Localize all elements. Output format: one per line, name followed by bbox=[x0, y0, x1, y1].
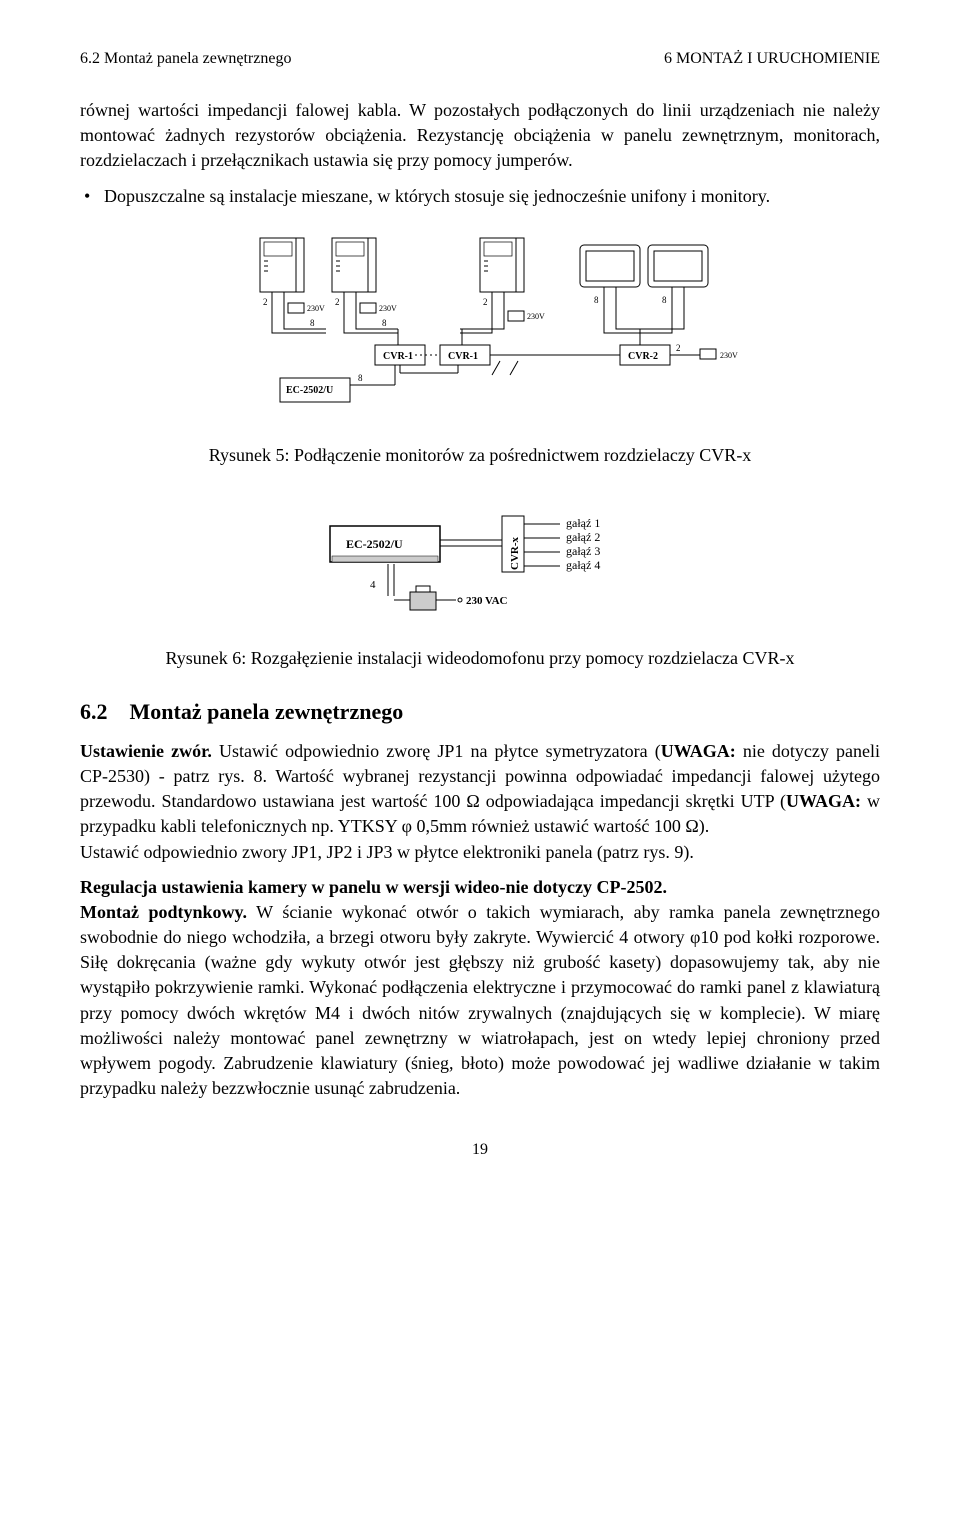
svg-text:gałąź 4: gałąź 4 bbox=[566, 558, 600, 572]
svg-text:8: 8 bbox=[382, 318, 387, 328]
section-6-2-para-1: Ustawienie zwór. Ustawić odpowiednio zwo… bbox=[80, 739, 880, 865]
section-number: 6.2 bbox=[80, 699, 108, 724]
svg-text:2: 2 bbox=[335, 297, 340, 307]
svg-text:4: 4 bbox=[370, 579, 376, 591]
figure-6: EC-2502/U CVR-x gałąź 1 gałąź 2 gałąź 3 … bbox=[80, 496, 880, 636]
figure-5: 2 230V 8 2 230V bbox=[80, 233, 880, 433]
para1-bold-lead: Ustawienie zwór. bbox=[80, 741, 212, 761]
svg-text:230 VAC: 230 VAC bbox=[466, 595, 508, 607]
svg-text:8: 8 bbox=[594, 295, 599, 305]
svg-text:230V: 230V bbox=[307, 304, 325, 313]
para1-d: Ustawić odpowiednio zwory JP1, JP2 i JP3… bbox=[80, 842, 694, 862]
svg-text:EC-2502/U: EC-2502/U bbox=[286, 385, 333, 396]
svg-text:230V: 230V bbox=[527, 312, 545, 321]
svg-text:230V: 230V bbox=[720, 351, 738, 360]
header-left: 6.2 Montaż panela zewnętrznego bbox=[80, 50, 291, 68]
para2-bold2: Montaż podtynkowy. bbox=[80, 902, 247, 922]
figure-6-caption: Rysunek 6: Rozgałęzienie instalacji wide… bbox=[80, 648, 880, 669]
svg-text:CVR-2: CVR-2 bbox=[628, 351, 658, 362]
svg-text:EC-2502/U: EC-2502/U bbox=[346, 537, 403, 551]
section-6-2-para-2: Regulacja ustawienia kamery w panelu w w… bbox=[80, 875, 880, 1102]
header-right: 6 MONTAŻ I URUCHOMIENIE bbox=[664, 50, 880, 68]
svg-text:gałąź 3: gałąź 3 bbox=[566, 544, 600, 558]
para1-a: Ustawić odpowiednio zworę JP1 na płytce … bbox=[212, 741, 661, 761]
section-6-2-heading: 6.2 Montaż panela zewnętrznego bbox=[80, 699, 880, 725]
para1-uwaga2: UWAGA: bbox=[786, 791, 861, 811]
svg-text:CVR-x: CVR-x bbox=[509, 536, 521, 569]
page-number: 19 bbox=[80, 1141, 880, 1159]
figure-5-svg: 2 230V 8 2 230V bbox=[200, 233, 760, 433]
para2-a: W ścianie wykonać otwór o takich wymiara… bbox=[80, 902, 880, 1098]
svg-text:8: 8 bbox=[662, 295, 667, 305]
svg-text:gałąź 2: gałąź 2 bbox=[566, 530, 600, 544]
figure-5-caption: Rysunek 5: Podłączenie monitorów za pośr… bbox=[80, 445, 880, 466]
svg-text:2: 2 bbox=[263, 297, 268, 307]
section-title: Montaż panela zewnętrznego bbox=[130, 699, 404, 724]
svg-text:2: 2 bbox=[676, 343, 681, 353]
svg-text:2: 2 bbox=[483, 297, 488, 307]
paragraph-1: równej wartości impedancji falowej kabla… bbox=[80, 98, 880, 174]
svg-text:CVR-1: CVR-1 bbox=[383, 351, 413, 362]
page-header: 6.2 Montaż panela zewnętrznego 6 MONTAŻ … bbox=[80, 50, 880, 68]
svg-text:gałąź 1: gałąź 1 bbox=[566, 516, 600, 530]
para2-bold1: Regulacja ustawienia kamery w panelu w w… bbox=[80, 877, 667, 897]
svg-text:230V: 230V bbox=[379, 304, 397, 313]
figure-6-svg: EC-2502/U CVR-x gałąź 1 gałąź 2 gałąź 3 … bbox=[270, 496, 690, 636]
page-container: 6.2 Montaż panela zewnętrznego 6 MONTAŻ … bbox=[0, 0, 960, 1199]
para1-uwaga1: UWAGA: bbox=[661, 741, 736, 761]
svg-text:8: 8 bbox=[358, 373, 363, 383]
svg-text:CVR-1: CVR-1 bbox=[448, 351, 478, 362]
paragraph-2-bullet: Dopuszczalne są instalacje mieszane, w k… bbox=[80, 184, 880, 209]
svg-text:8: 8 bbox=[310, 318, 315, 328]
